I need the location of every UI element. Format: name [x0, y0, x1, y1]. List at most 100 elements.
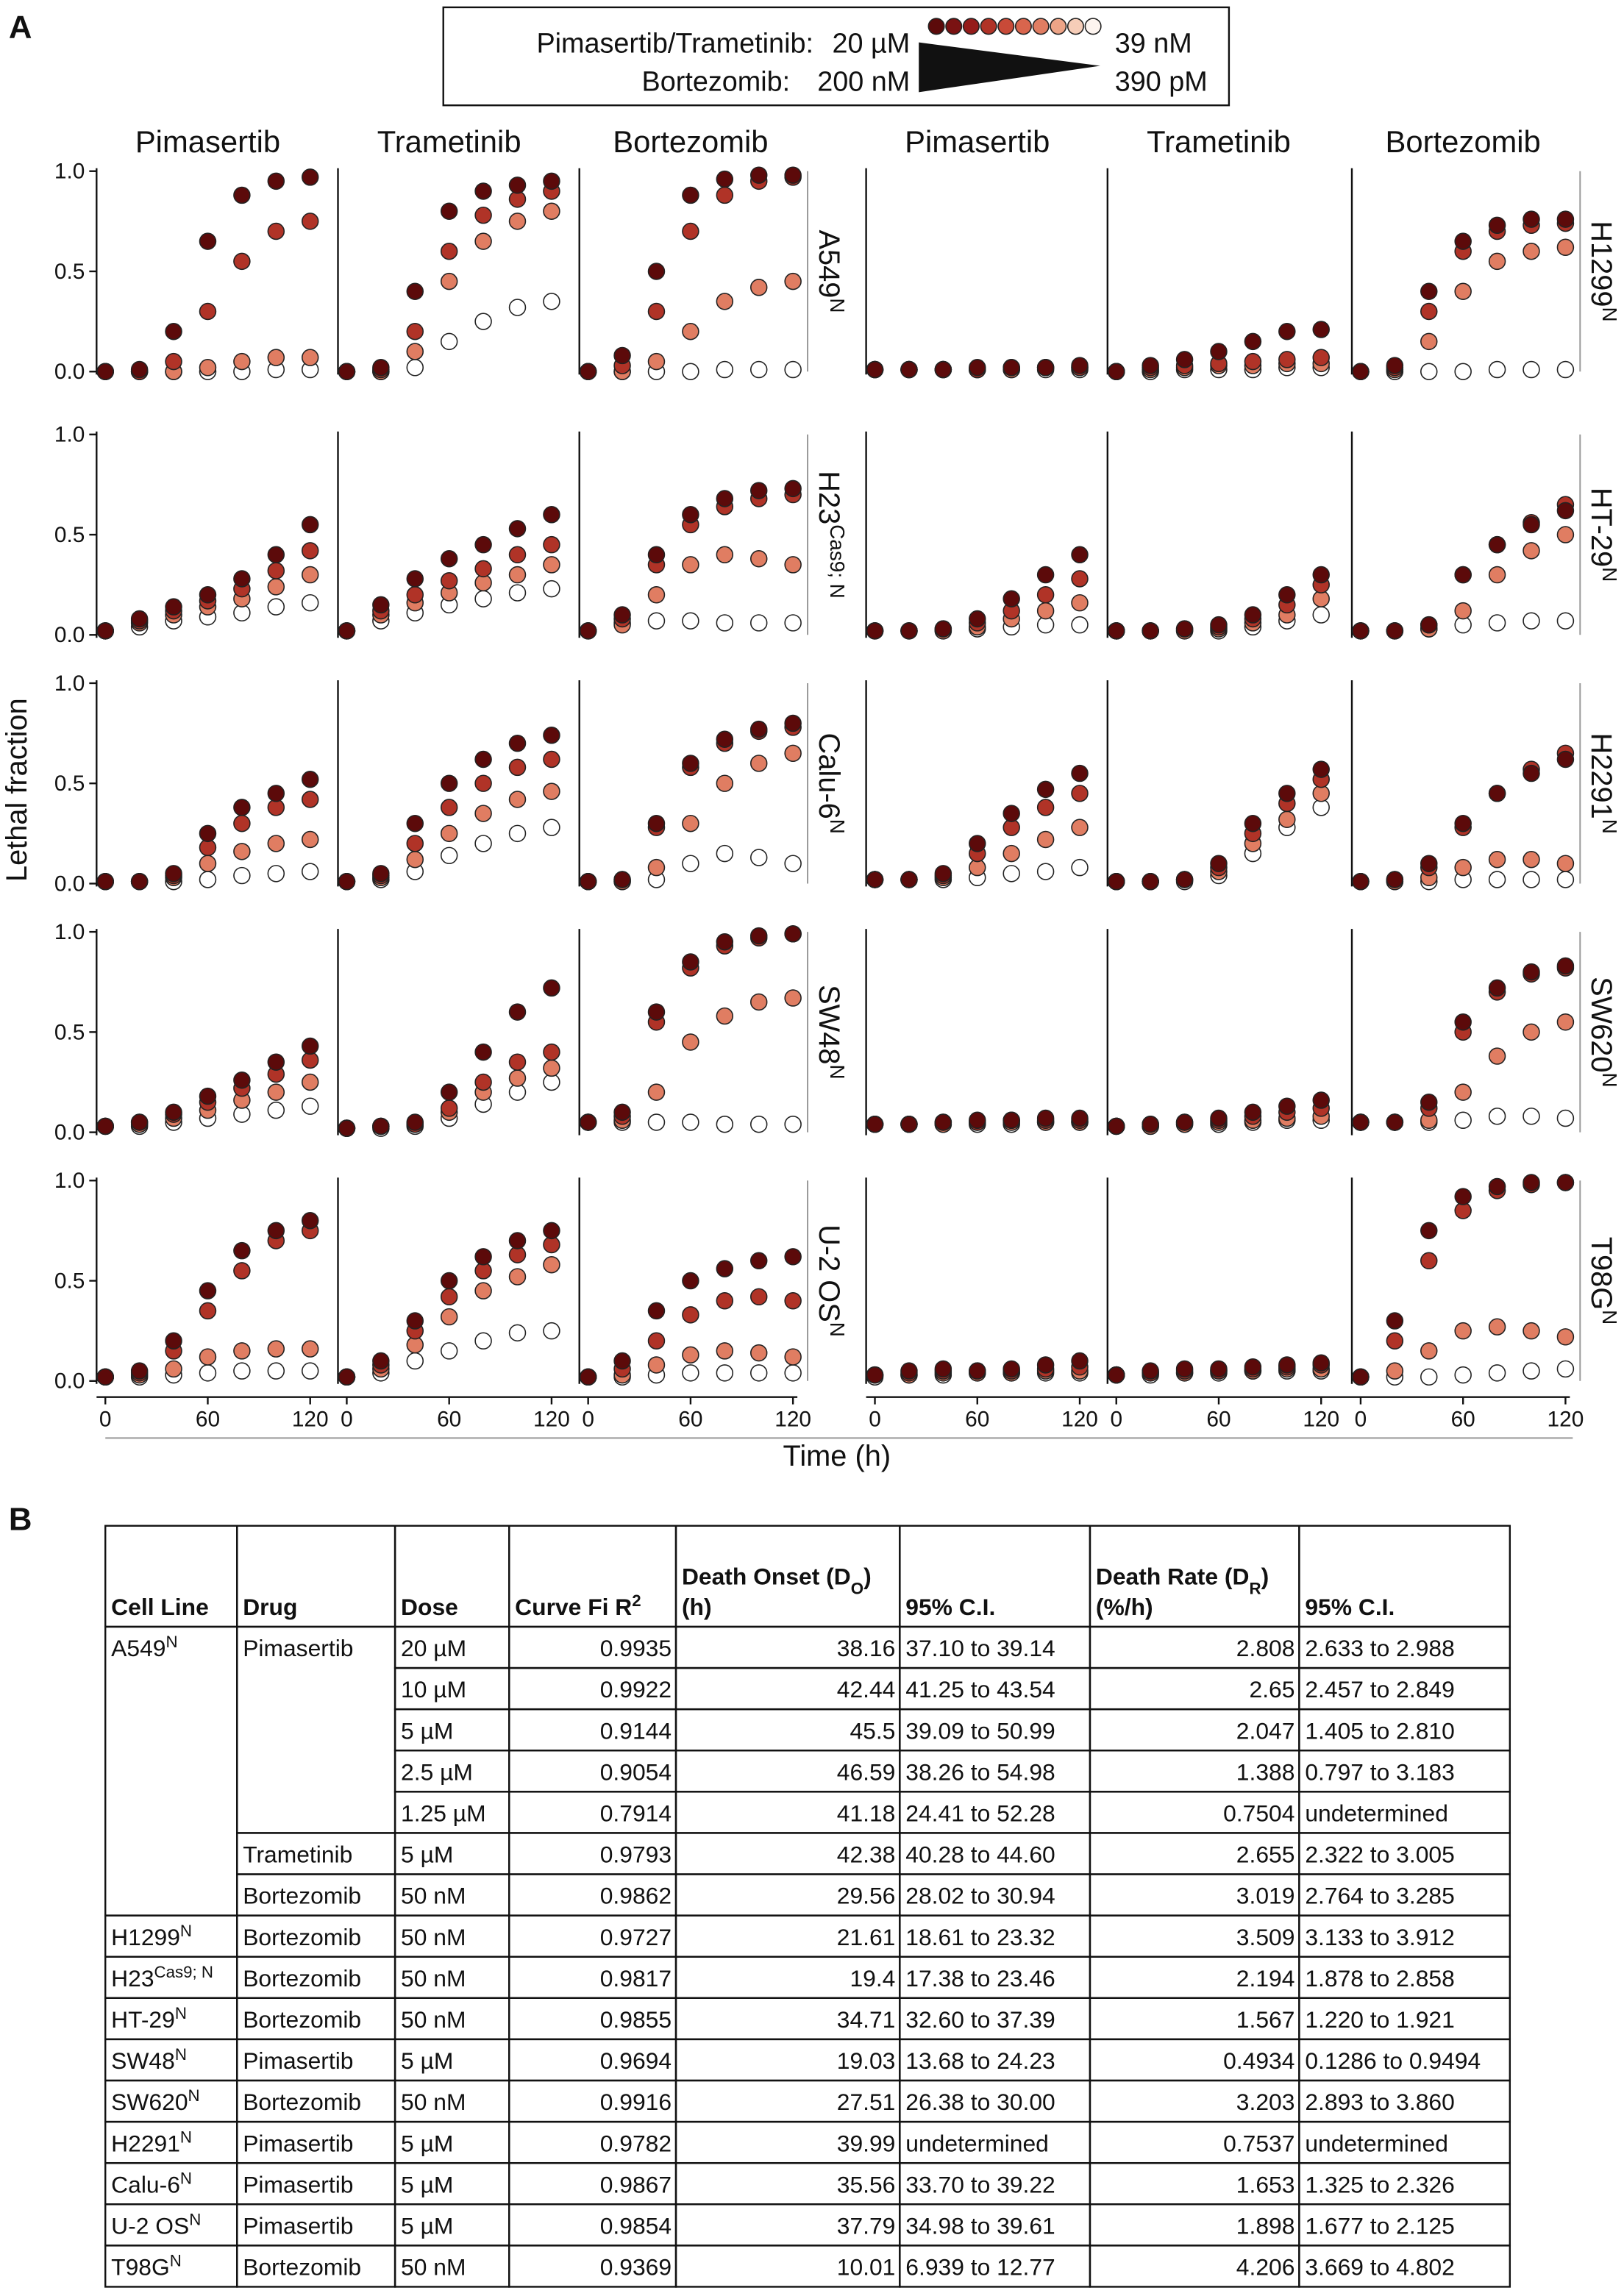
table-text: 41.18	[837, 1800, 896, 1827]
table-text: undetermined	[1305, 2130, 1448, 2156]
data-point	[784, 1115, 802, 1133]
text-segment: T98G	[1585, 1237, 1617, 1310]
data-point	[716, 1115, 734, 1133]
data-point	[1352, 363, 1370, 380]
data-point	[406, 814, 424, 833]
data-point	[647, 586, 666, 604]
table-text: H2291N	[111, 2128, 192, 2157]
data-point	[1071, 616, 1089, 634]
data-point	[1420, 1094, 1438, 1111]
text-segment: )	[1261, 1563, 1269, 1589]
data-point	[1556, 1328, 1575, 1346]
data-point	[613, 1103, 631, 1122]
data-point	[1454, 282, 1472, 300]
data-point	[508, 758, 527, 777]
data-point	[934, 865, 952, 883]
data-point	[1556, 750, 1575, 769]
y-tick-label: 1.0	[54, 423, 85, 447]
data-point	[749, 1252, 768, 1270]
x-tick-label: 60	[1206, 1407, 1231, 1431]
table-text: 50 nM	[401, 2089, 466, 2115]
table-text: 46.59	[837, 1758, 896, 1785]
data-point	[647, 1356, 666, 1374]
data-point	[267, 578, 285, 596]
table-text: 5 µM	[401, 2212, 453, 2239]
data-point	[682, 1272, 699, 1290]
table-text: 0.9867	[600, 2171, 672, 2197]
data-point	[474, 590, 492, 607]
data-point	[1522, 851, 1540, 869]
data-point	[267, 1340, 285, 1358]
data-point	[1244, 1358, 1262, 1376]
data-point	[440, 1272, 458, 1290]
data-point	[338, 1368, 356, 1386]
data-point	[406, 1352, 424, 1370]
table-text: 2.655	[1236, 1842, 1295, 1868]
data-point	[784, 614, 802, 632]
data-point	[1244, 332, 1262, 351]
data-point	[716, 186, 734, 204]
superscript: N	[1599, 1310, 1622, 1325]
data-point	[613, 346, 631, 365]
data-point	[474, 835, 492, 852]
table-text: 0.797 to 3.183	[1305, 1758, 1454, 1785]
table-text: 0.7537	[1223, 2130, 1294, 2156]
x-tick-label: 60	[437, 1407, 461, 1431]
data-point	[1488, 979, 1506, 997]
data-point	[613, 606, 631, 624]
data-point	[440, 1099, 458, 1117]
data-point	[474, 206, 492, 224]
data-point	[543, 1322, 560, 1340]
data-point	[1488, 1108, 1506, 1125]
data-point	[338, 1119, 356, 1137]
data-point	[372, 1352, 390, 1370]
x-tick-label: 120	[1061, 1407, 1098, 1431]
text-segment: H23	[111, 1965, 154, 1992]
data-point	[1002, 359, 1020, 377]
data-point	[1386, 1332, 1404, 1350]
data-point	[1522, 210, 1540, 228]
text-segment: SW48	[111, 2047, 175, 2074]
data-point	[1312, 566, 1330, 584]
y-tick-label: 1.0	[54, 1169, 85, 1193]
data-point	[508, 584, 527, 602]
data-point	[474, 1282, 492, 1299]
data-point	[934, 620, 952, 638]
data-point	[199, 1348, 217, 1366]
data-point	[508, 299, 527, 316]
data-point	[1002, 1360, 1020, 1378]
x-tick-label: 0	[341, 1407, 353, 1431]
data-point	[934, 1360, 952, 1378]
data-point	[96, 622, 114, 640]
data-point	[301, 791, 319, 808]
data-point	[1036, 566, 1055, 584]
x-tick-label: 120	[1548, 1407, 1584, 1431]
data-point	[474, 1332, 492, 1350]
data-point	[199, 824, 217, 843]
data-point	[406, 851, 424, 869]
table-text: 3.509	[1236, 1924, 1295, 1950]
table-text: 0.7914	[600, 1800, 672, 1827]
table-text: 50 nM	[401, 1965, 466, 1992]
table-text: 41.25 to 43.54	[905, 1676, 1055, 1703]
data-point	[1244, 352, 1262, 371]
table-text: 37.10 to 39.14	[905, 1635, 1055, 1661]
table-text: 0.9369	[600, 2254, 672, 2281]
data-point	[1556, 238, 1575, 257]
data-point	[543, 580, 560, 598]
table-text: 3.203	[1236, 2089, 1295, 2115]
data-point	[682, 1346, 699, 1364]
data-point	[900, 871, 918, 888]
table-text: 3.133 to 3.912	[1305, 1924, 1454, 1950]
data-point	[1454, 1013, 1472, 1031]
text-segment: Dose	[401, 1594, 458, 1620]
y-axis-label: Lethal fraction	[1, 698, 33, 882]
data-point	[474, 750, 492, 769]
data-point	[233, 570, 251, 588]
data-point	[1488, 252, 1506, 271]
superscript: N	[175, 2003, 187, 2022]
x-tick-label: 120	[292, 1407, 329, 1431]
data-point	[165, 1360, 182, 1378]
x-tick-label: 0	[582, 1407, 594, 1431]
